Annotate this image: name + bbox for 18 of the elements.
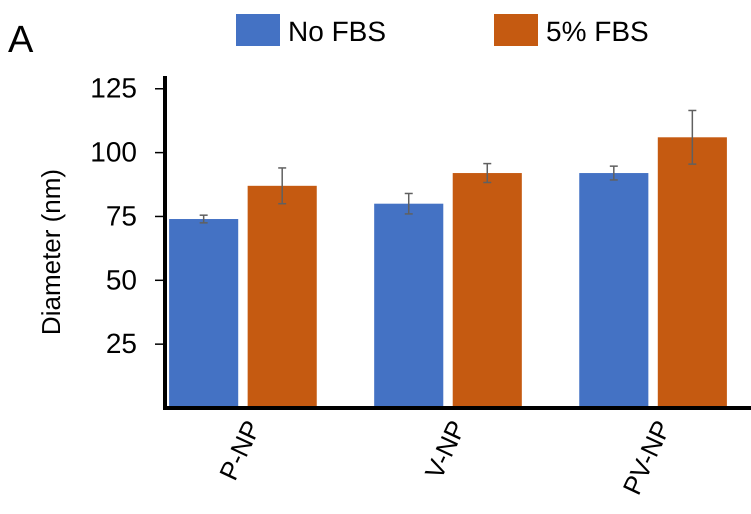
y-tick-label: 75 <box>106 200 137 232</box>
y-axis-title: Diameter (nm) <box>36 168 66 336</box>
text: A <box>8 19 34 61</box>
y-tick-label: 125 <box>90 72 137 104</box>
bar <box>374 204 444 408</box>
legend-label: No FBS <box>288 16 386 47</box>
bar <box>658 137 727 408</box>
y-tick-label: 50 <box>106 264 137 296</box>
x-tick-label: PV-NP <box>616 416 677 500</box>
x-tick-label: V-NP <box>418 416 472 484</box>
bar <box>169 219 238 408</box>
y-tick-label: 100 <box>90 136 137 168</box>
legend-label: 5% FBS <box>546 16 649 47</box>
x-tick-label: P-NP <box>213 416 267 485</box>
bar <box>452 173 522 408</box>
y-tick-label: 25 <box>106 328 137 360</box>
bar <box>579 173 648 408</box>
bar <box>248 186 317 408</box>
